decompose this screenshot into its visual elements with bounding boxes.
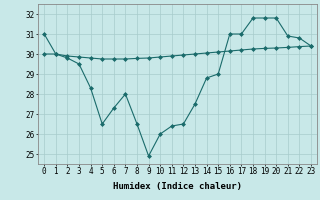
X-axis label: Humidex (Indice chaleur): Humidex (Indice chaleur) <box>113 182 242 191</box>
